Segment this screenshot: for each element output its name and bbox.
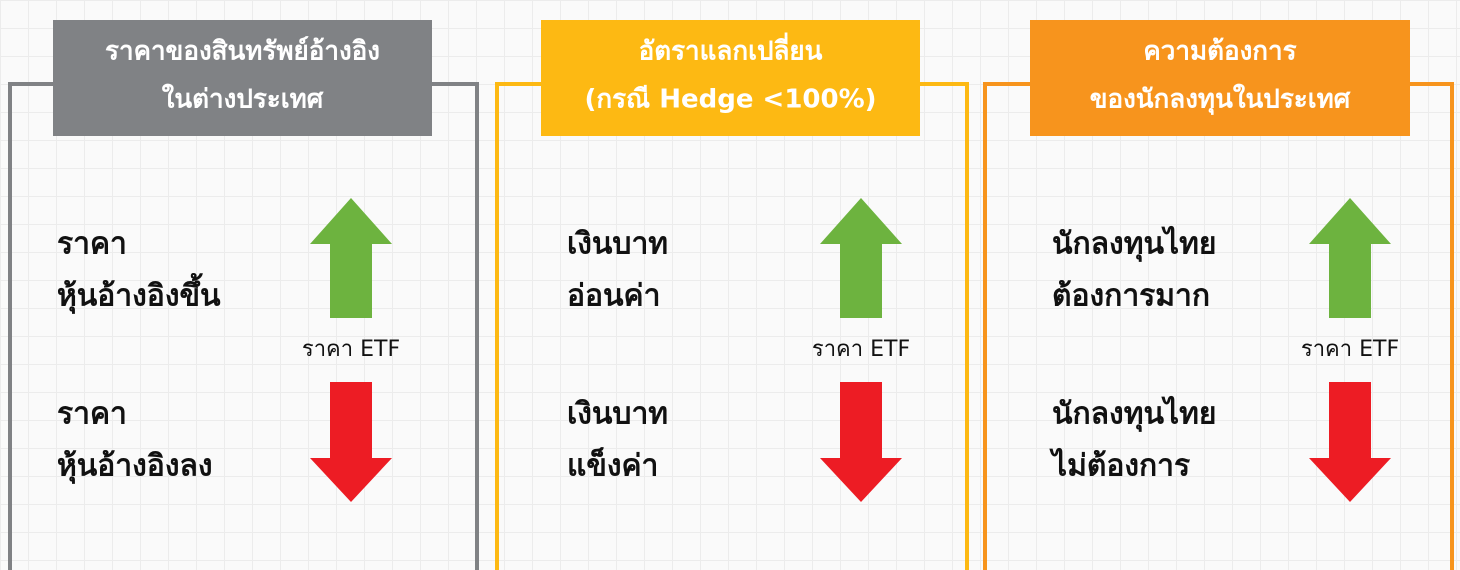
down-text: ราคา <box>57 397 127 432</box>
etf-label: ราคา ETF <box>302 337 400 362</box>
down-text: ไม่ต้องการ <box>1049 448 1190 484</box>
down-text: เงินบาท <box>567 397 668 432</box>
header-text: ในต่างประเทศ <box>162 84 324 115</box>
up-text: เงินบาท <box>567 227 668 262</box>
down-text: นักลงทุนไทย <box>1052 396 1216 433</box>
down-arrow <box>310 382 392 502</box>
up-arrow <box>820 198 902 318</box>
down-arrow <box>820 382 902 502</box>
header-text: (กรณี Hedge <100%) <box>584 85 876 115</box>
panel-header <box>541 20 920 136</box>
down-text: หุ้นอ้างอิงลง <box>57 449 213 485</box>
panel-border <box>495 82 969 570</box>
panel-header <box>1030 20 1410 136</box>
header-text: ความต้องการ <box>1143 37 1296 67</box>
etf-label: ราคา ETF <box>812 337 910 362</box>
down-arrow <box>1309 382 1391 502</box>
up-text: นักลงทุนไทย <box>1052 226 1216 263</box>
up-arrow <box>1309 198 1391 318</box>
panel-header <box>53 20 432 136</box>
header-text: อัตราแลกเปลี่ยน <box>639 32 823 67</box>
header-text: ของนักลงทุนในประเทศ <box>1090 84 1351 116</box>
up-text: อ่อนค่า <box>567 279 660 314</box>
panel-border <box>983 82 1454 570</box>
panel-border <box>8 82 479 570</box>
header-text: ราคาของสินทรัพย์อ้างอิง <box>105 36 380 67</box>
up-text: ราคา <box>57 227 127 262</box>
up-arrow <box>310 198 392 318</box>
up-text: ต้องการมาก <box>1052 279 1210 314</box>
up-text: หุ้นอ้างอิงขึ้น <box>57 273 221 315</box>
down-text: แข็งค่า <box>567 447 658 484</box>
etf-label: ราคา ETF <box>1301 337 1399 362</box>
